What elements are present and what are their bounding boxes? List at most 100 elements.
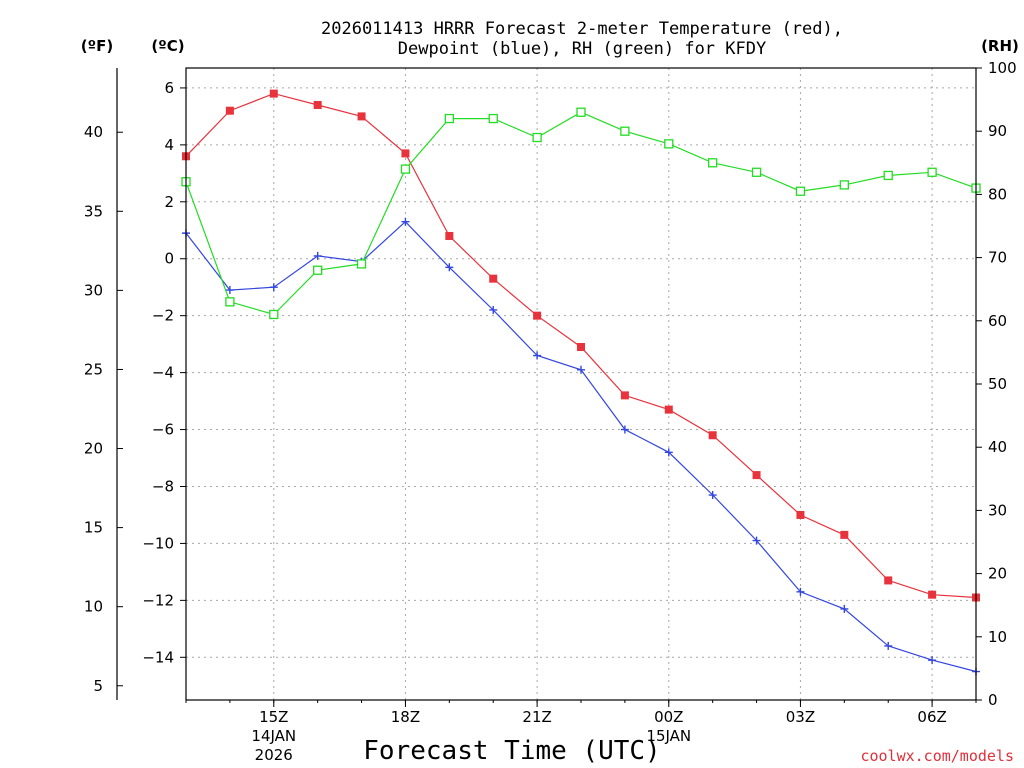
- x-tick-label: 18Z: [391, 708, 420, 726]
- f-tick-label: 5: [93, 677, 103, 695]
- dewpoint-point: [796, 587, 805, 596]
- dewpoint-point: [840, 604, 849, 613]
- c-tick-label: −12: [142, 591, 174, 609]
- x-tick-label: 03Z: [786, 708, 815, 726]
- rh-tick-label: 90: [988, 122, 1007, 140]
- f-tick-label: 30: [84, 281, 103, 299]
- temperature-point: [884, 576, 893, 585]
- f-tick-label: 35: [84, 202, 103, 220]
- rh-point: [708, 158, 718, 168]
- chart-title-line2: Dewpoint (blue), RH (green) for KFDY: [398, 39, 766, 59]
- dewpoint-line: [185, 220, 977, 673]
- temperature-point: [752, 471, 761, 480]
- rh-point: [839, 180, 849, 190]
- c-tick-label: −6: [152, 421, 174, 439]
- dewpoint-point: [533, 351, 542, 360]
- x-year-label: 2026: [255, 746, 293, 764]
- c-tick-label: −4: [152, 364, 174, 382]
- x-tick-label: 21Z: [522, 708, 551, 726]
- temperature-point: [796, 510, 805, 519]
- temperature-point: [401, 149, 410, 158]
- rh-tick-label: 70: [988, 249, 1007, 267]
- celsius-unit-label: (ºC): [151, 37, 184, 55]
- c-tick-label: −2: [152, 307, 174, 325]
- rh-tick-label: 80: [988, 185, 1007, 203]
- rh-point: [664, 139, 674, 149]
- rh-point: [356, 259, 367, 269]
- dewpoint-point: [664, 448, 673, 457]
- dewpoint-point: [225, 286, 234, 295]
- rh-tick-label: 60: [988, 312, 1007, 330]
- rh-point: [620, 126, 630, 136]
- dewpoint-point: [708, 491, 717, 500]
- rh-point: [751, 167, 762, 177]
- rh-point: [225, 297, 235, 307]
- rh-unit-label: (RH): [981, 37, 1019, 55]
- rh-point: [488, 113, 498, 124]
- c-tick-label: 6: [164, 79, 174, 97]
- x-date-label: 14JAN: [251, 727, 296, 745]
- temperature-point: [357, 112, 366, 121]
- f-tick-label: 10: [84, 598, 103, 616]
- rh-line: [185, 111, 977, 316]
- x-tick-label: 06Z: [917, 708, 946, 726]
- dewpoint-point: [401, 217, 410, 226]
- dewpoint-point: [884, 641, 893, 650]
- c-tick-label: 4: [164, 136, 174, 154]
- temperature-point: [445, 231, 454, 240]
- rh-tick-label: 30: [988, 501, 1007, 519]
- temperature-point: [225, 106, 234, 115]
- dewpoint-point: [489, 305, 498, 314]
- dewpoint-point: [313, 251, 322, 260]
- temperature-point: [664, 405, 673, 414]
- rh-point: [532, 132, 542, 143]
- dewpoint-point: [577, 365, 585, 374]
- c-tick-label: 2: [164, 193, 174, 211]
- temperature-point: [928, 590, 937, 599]
- f-tick-label: 15: [84, 519, 103, 537]
- rh-point: [400, 164, 411, 174]
- c-tick-label: −14: [142, 648, 174, 666]
- credit-text: coolwx.com/models: [860, 747, 1014, 765]
- f-tick-label: 25: [84, 360, 103, 378]
- f-tick-label: 20: [84, 440, 103, 458]
- temperature-point: [840, 530, 849, 539]
- series-layer: [181, 89, 981, 676]
- dewpoint-point: [928, 656, 937, 665]
- rh-tick-label: 0: [988, 691, 998, 709]
- fahrenheit-unit-label: (ºF): [81, 37, 113, 55]
- rh-point: [269, 309, 279, 320]
- x-tick-label: 00Z: [654, 708, 683, 726]
- c-tick-label: −8: [152, 477, 174, 495]
- rh-point: [883, 170, 893, 181]
- x-date-label: 15JAN: [646, 727, 691, 745]
- rh-tick-label: 100: [988, 59, 1017, 77]
- rh-tick-label: 10: [988, 628, 1007, 646]
- dewpoint-point: [445, 263, 454, 272]
- grid-lines: [186, 68, 976, 700]
- temperature-point: [489, 274, 498, 283]
- f-tick-label: 40: [84, 123, 103, 141]
- temperature-point: [269, 89, 278, 98]
- rh-point: [576, 107, 586, 117]
- x-axis-label: Forecast Time (UTC): [363, 736, 660, 766]
- rh-point: [795, 186, 806, 196]
- dewpoint-point: [620, 425, 629, 434]
- c-tick-label: 0: [164, 250, 174, 268]
- x-tick-label: 15Z: [259, 708, 288, 726]
- temperature-point: [313, 101, 322, 110]
- temperature-point: [533, 311, 542, 320]
- temperature-point: [708, 431, 717, 440]
- dewpoint-point: [269, 283, 278, 292]
- rh-tick-label: 20: [988, 565, 1007, 583]
- c-tick-label: −10: [142, 534, 174, 552]
- rh-point: [444, 113, 454, 124]
- rh-point: [927, 167, 937, 177]
- chart-title-line1: 2026011413 HRRR Forecast 2-meter Tempera…: [321, 19, 843, 39]
- rh-point: [313, 265, 323, 275]
- dewpoint-point: [752, 536, 761, 545]
- temperature-point: [620, 391, 629, 400]
- plot-frame: [185, 67, 977, 701]
